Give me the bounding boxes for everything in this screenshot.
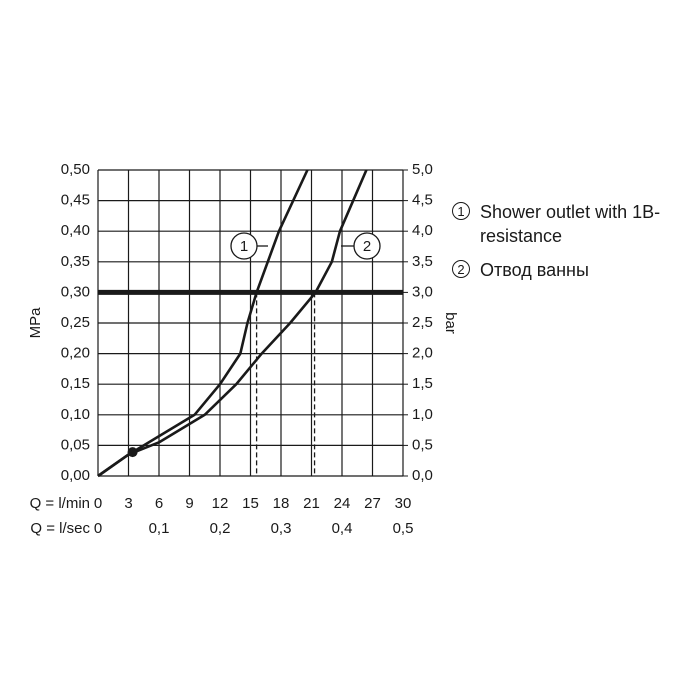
x-tick-label: 12 <box>212 495 229 512</box>
x-axis-label: Q = l/min <box>30 495 90 512</box>
y2-tick-label: 2,5 <box>412 314 433 331</box>
x2-tick-label: 0,2 <box>210 520 231 537</box>
y2-tick-label: 0,0 <box>412 467 433 484</box>
y-tick-label: 0,35 <box>61 253 90 270</box>
x-tick-label: 27 <box>364 495 381 512</box>
x2-tick-label: 0,1 <box>149 520 170 537</box>
y-tick-label: 0,20 <box>61 345 90 362</box>
x-tick-label: 18 <box>273 495 290 512</box>
x-tick-label: 6 <box>155 495 163 512</box>
legend-text: Shower outlet with 1B-resistance <box>480 202 661 246</box>
x-tick-label: 9 <box>185 495 193 512</box>
callout-circle <box>230 232 258 260</box>
y-tick-label: 0,45 <box>61 192 90 209</box>
point-marker <box>127 447 138 458</box>
y2-tick-label: 4,0 <box>412 222 433 239</box>
legend-item: 2 Отвод ванны <box>452 258 692 282</box>
legend-number: 2 <box>452 260 470 278</box>
x2-axis-label: Q = l/sec <box>30 520 90 537</box>
y2-tick-label: 4,5 <box>412 192 433 209</box>
x2-tick-label: 0 <box>94 520 102 537</box>
y2-tick-label: 1,0 <box>412 406 433 423</box>
y-tick-label: 0,15 <box>61 375 90 392</box>
y-tick-label: 0,40 <box>61 222 90 239</box>
y2-tick-label: 3,5 <box>412 253 433 270</box>
x-tick-label: 21 <box>303 495 320 512</box>
y-tick-label: 0,10 <box>61 406 90 423</box>
y2-tick-label: 1,5 <box>412 375 433 392</box>
x-tick-label: 30 <box>395 495 412 512</box>
legend-item: 1 Shower outlet with 1B-resistance <box>452 200 692 248</box>
y-tick-label: 0,00 <box>61 467 90 484</box>
y2-axis-label: bar <box>442 312 459 334</box>
series-line <box>97 169 309 478</box>
x2-tick-label: 0,3 <box>271 520 292 537</box>
x-tick-label: 0 <box>94 495 102 512</box>
x-tick-label: 24 <box>334 495 351 512</box>
x2-tick-label: 0,5 <box>393 520 414 537</box>
x-tick-label: 15 <box>242 495 259 512</box>
y-tick-label: 0,30 <box>61 283 90 300</box>
y-tick-label: 0,05 <box>61 436 90 453</box>
x-tick-label: 3 <box>124 495 132 512</box>
x2-tick-label: 0,4 <box>332 520 353 537</box>
y-tick-label: 0,25 <box>61 314 90 331</box>
legend-text: Отвод ванны <box>480 260 589 280</box>
y-tick-label: 0,50 <box>61 161 90 178</box>
y2-tick-label: 0,5 <box>412 436 433 453</box>
y2-tick-label: 3,0 <box>412 283 433 300</box>
y2-tick-label: 5,0 <box>412 161 433 178</box>
y2-tick-label: 2,0 <box>412 345 433 362</box>
callout-label: 2 <box>363 238 371 255</box>
callout-label: 1 <box>240 238 248 255</box>
legend-number: 1 <box>452 202 470 220</box>
series-line <box>97 169 368 478</box>
callout-circle <box>353 232 381 260</box>
y-axis-label: MPa <box>27 307 44 339</box>
legend: 1 Shower outlet with 1B-resistance 2 Отвод … <box>452 200 692 292</box>
